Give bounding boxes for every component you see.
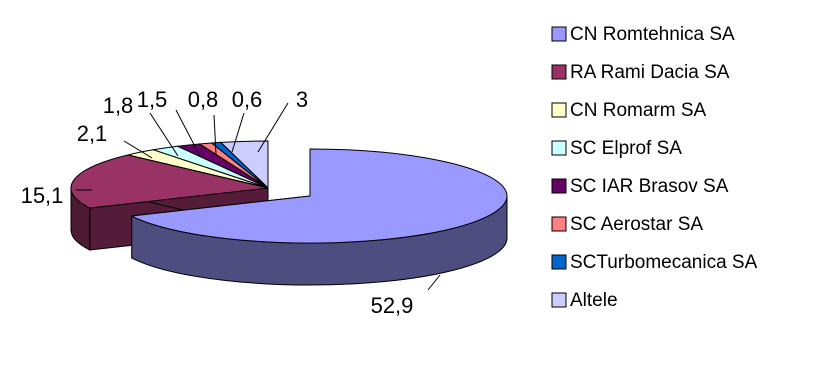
legend-item-sc-iar-brasov-sa: SC IAR Brasov SA (551, 176, 729, 197)
legend-label: SCTurbomecanica SA (570, 252, 758, 273)
legend-item-cn-romarm-sa: CN Romarm SA (551, 100, 707, 121)
legend-swatch (551, 102, 567, 118)
pie-slices (70, 140, 508, 286)
legend-label: SC IAR Brasov SA (570, 176, 729, 197)
leader-line-cn-romtehnica-sa (427, 274, 441, 291)
leader-line-sc-elprof-sa (149, 112, 179, 157)
legend-label: SC Elprof SA (570, 138, 682, 159)
leader-line-sc-aerostar-sa (213, 114, 217, 155)
legend-swatch (551, 254, 567, 270)
legend-label: SC Aerostar SA (570, 214, 703, 235)
legend-item-cn-romtehnica-sa: CN Romtehnica SA (551, 24, 735, 45)
leader-lines (76, 102, 441, 291)
legend-swatch (551, 292, 567, 308)
legend-item-sc-elprof-sa: SC Elprof SA (551, 138, 682, 159)
leader-line-scturbomecanica-sa (231, 112, 245, 153)
legend-swatch (551, 64, 567, 80)
data-label-altele: 3 (296, 87, 308, 112)
legend-label: RA Rami Dacia SA (570, 62, 730, 83)
legend-label: CN Romtehnica SA (570, 24, 735, 45)
data-label-cn-romarm-sa: 2,1 (77, 121, 108, 146)
legend-swatch (551, 178, 567, 194)
leader-line-sc-iar-brasov-sa (175, 109, 201, 157)
data-label-sc-aerostar-sa: 0,8 (188, 87, 219, 112)
legend-swatch (551, 140, 567, 156)
legend-label: CN Romarm SA (570, 100, 707, 121)
slice-cn-romtehnica-sa (131, 148, 508, 286)
data-label-sc-iar-brasov-sa: 1,5 (137, 87, 168, 112)
legend-item-ra-rami-dacia-sa: RA Rami Dacia SA (551, 62, 730, 83)
data-labels: 52,9 15,1 2,1 1,8 1,5 0,8 0,6 3 (21, 87, 414, 318)
legend: CN Romtehnica SA RA Rami Dacia SA CN Romar… (551, 24, 758, 311)
legend-swatch (551, 26, 567, 42)
legend-item-altele: Altele (551, 290, 618, 311)
legend-swatch (551, 216, 567, 232)
legend-item-scturbomecanica-sa: SCTurbomecanica SA (551, 252, 758, 273)
legend-item-sc-aerostar-sa: SC Aerostar SA (551, 214, 703, 235)
data-label-sc-elprof-sa: 1,8 (103, 93, 134, 118)
leader-line-altele (257, 102, 289, 153)
data-label-ra-rami-dacia-sa: 15,1 (21, 183, 64, 208)
legend-label: Altele (570, 290, 618, 311)
data-label-cn-romtehnica-sa: 52,9 (371, 293, 414, 318)
leader-line-cn-romarm-sa (123, 140, 153, 159)
data-label-scturbomecanica-sa: 0,6 (232, 87, 263, 112)
